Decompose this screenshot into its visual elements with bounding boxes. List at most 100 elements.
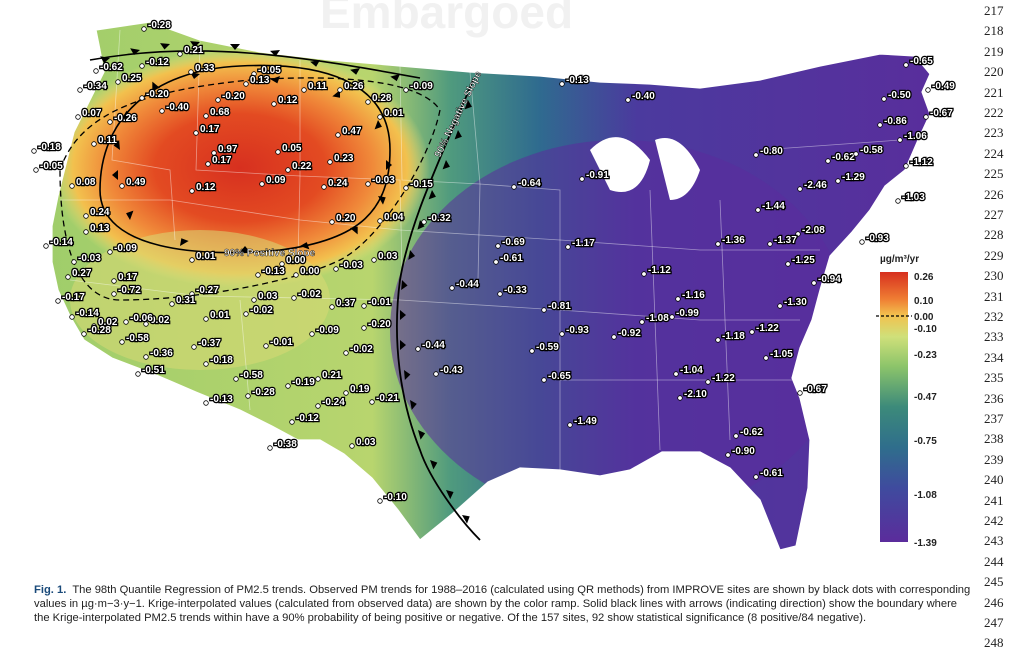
site-dot xyxy=(215,97,221,103)
site-marker: -0.65 xyxy=(903,55,935,68)
contour-arrow xyxy=(401,280,408,290)
site-dot xyxy=(31,148,37,154)
legend-ticks: 0.26 0.10 0.00-0.10 -0.23 -0.47 -0.75 -1.08 -1.… xyxy=(914,272,937,549)
site-value-label: -0.13 xyxy=(210,394,233,405)
line-number: 236 xyxy=(984,390,1004,406)
site-value-label: -0.44 xyxy=(456,279,479,290)
site-marker: -0.65 xyxy=(541,370,573,383)
line-number: 233 xyxy=(984,329,1004,345)
site-dot xyxy=(529,348,535,354)
site-value-label: -0.90 xyxy=(732,446,755,457)
site-dot xyxy=(159,108,165,114)
site-marker: -0.09 xyxy=(107,242,139,255)
site-value-label: 0.23 xyxy=(334,153,354,164)
site-dot xyxy=(285,167,291,173)
site-dot xyxy=(243,311,249,317)
site-marker: 0.02 xyxy=(91,316,119,329)
site-dot xyxy=(877,122,883,128)
site-value-label: -2.46 xyxy=(804,180,827,191)
trend-map: Embargoed xyxy=(31,0,957,551)
site-marker: -1.18 xyxy=(715,330,747,343)
site-dot xyxy=(203,316,209,322)
site-dot xyxy=(559,331,565,337)
site-value-label: 0.07 xyxy=(82,108,102,119)
site-marker: 0.31 xyxy=(169,294,197,307)
site-value-label: 0.31 xyxy=(176,295,196,306)
site-value-label: -0.62 xyxy=(832,152,855,163)
site-value-label: -0.12 xyxy=(146,57,169,68)
site-value-label: 0.00 xyxy=(286,255,306,266)
site-marker: -0.12 xyxy=(289,412,321,425)
site-dot xyxy=(315,376,321,382)
site-marker: -0.36 xyxy=(143,347,175,360)
contour-arrow xyxy=(332,90,341,98)
contour-arrow xyxy=(404,370,411,380)
site-marker: -0.20 xyxy=(139,88,171,101)
site-dot xyxy=(115,79,121,85)
site-value-label: -0.15 xyxy=(410,179,433,190)
site-value-label: -0.03 xyxy=(340,260,363,271)
site-dot xyxy=(55,298,61,304)
contour-arrows xyxy=(100,41,472,524)
site-marker: -0.93 xyxy=(859,232,891,245)
site-value-label: -0.28 xyxy=(252,387,275,398)
contour-arrow xyxy=(430,460,438,470)
line-number: 245 xyxy=(984,574,1004,590)
contour-arrow xyxy=(400,310,406,320)
site-value-label: -0.01 xyxy=(270,337,293,348)
site-value-label: 0.03 xyxy=(258,291,278,302)
site-dot xyxy=(677,395,683,401)
site-marker: 0.01 xyxy=(203,309,231,322)
site-value-label: 0.24 xyxy=(90,207,110,218)
site-marker: 0.09 xyxy=(259,174,287,187)
site-marker: -0.91 xyxy=(579,169,611,182)
site-dot xyxy=(403,185,409,191)
caption-text: The 98th Quantile Regression of PM2.5 tr… xyxy=(34,584,971,624)
site-value-label: -0.65 xyxy=(910,56,933,67)
site-value-label: -0.02 xyxy=(298,289,321,300)
site-marker: 0.20 xyxy=(329,212,357,225)
site-dot xyxy=(365,181,371,187)
site-value-label: -0.19 xyxy=(292,377,315,388)
site-dot xyxy=(251,71,257,77)
site-dot xyxy=(83,213,89,219)
site-dot xyxy=(143,354,149,360)
site-dot xyxy=(371,257,377,263)
site-value-label: -0.67 xyxy=(804,384,827,395)
site-marker: -0.28 xyxy=(245,386,277,399)
site-marker: -0.37 xyxy=(191,337,223,350)
line-number: 231 xyxy=(984,288,1004,304)
site-dot xyxy=(421,219,427,225)
site-value-label: -0.40 xyxy=(166,102,189,113)
site-marker: -0.50 xyxy=(881,89,913,102)
site-marker: -0.32 xyxy=(421,212,453,225)
site-marker: -0.99 xyxy=(669,307,701,320)
site-value-label: -0.09 xyxy=(410,81,433,92)
site-value-label: -0.02 xyxy=(350,344,373,355)
site-dot xyxy=(337,87,343,93)
site-dot xyxy=(177,51,183,57)
site-dot xyxy=(797,390,803,396)
site-value-label: -1.18 xyxy=(722,331,745,342)
site-marker: 0.00 xyxy=(293,265,321,278)
site-dot xyxy=(705,379,711,385)
site-dot xyxy=(275,149,281,155)
dashed-contour xyxy=(59,77,441,301)
site-value-label: -0.93 xyxy=(866,233,889,244)
site-marker: -0.67 xyxy=(797,383,829,396)
site-dot xyxy=(135,371,141,377)
site-value-label: 0.28 xyxy=(372,93,392,104)
site-value-label: -0.64 xyxy=(518,178,541,189)
contour-arrow xyxy=(374,120,382,130)
site-value-label: -0.62 xyxy=(740,427,763,438)
site-marker: -2.46 xyxy=(797,179,829,192)
site-marker: -0.93 xyxy=(559,324,591,337)
site-value-label: -0.72 xyxy=(118,285,141,296)
site-value-label: -0.91 xyxy=(586,170,609,181)
site-marker: -0.24 xyxy=(315,396,347,409)
site-value-label: -0.37 xyxy=(198,338,221,349)
line-number: 232 xyxy=(984,309,1004,324)
site-marker: 0.49 xyxy=(119,176,147,189)
site-marker: -0.72 xyxy=(111,284,143,297)
site-marker: -0.92 xyxy=(611,327,643,340)
